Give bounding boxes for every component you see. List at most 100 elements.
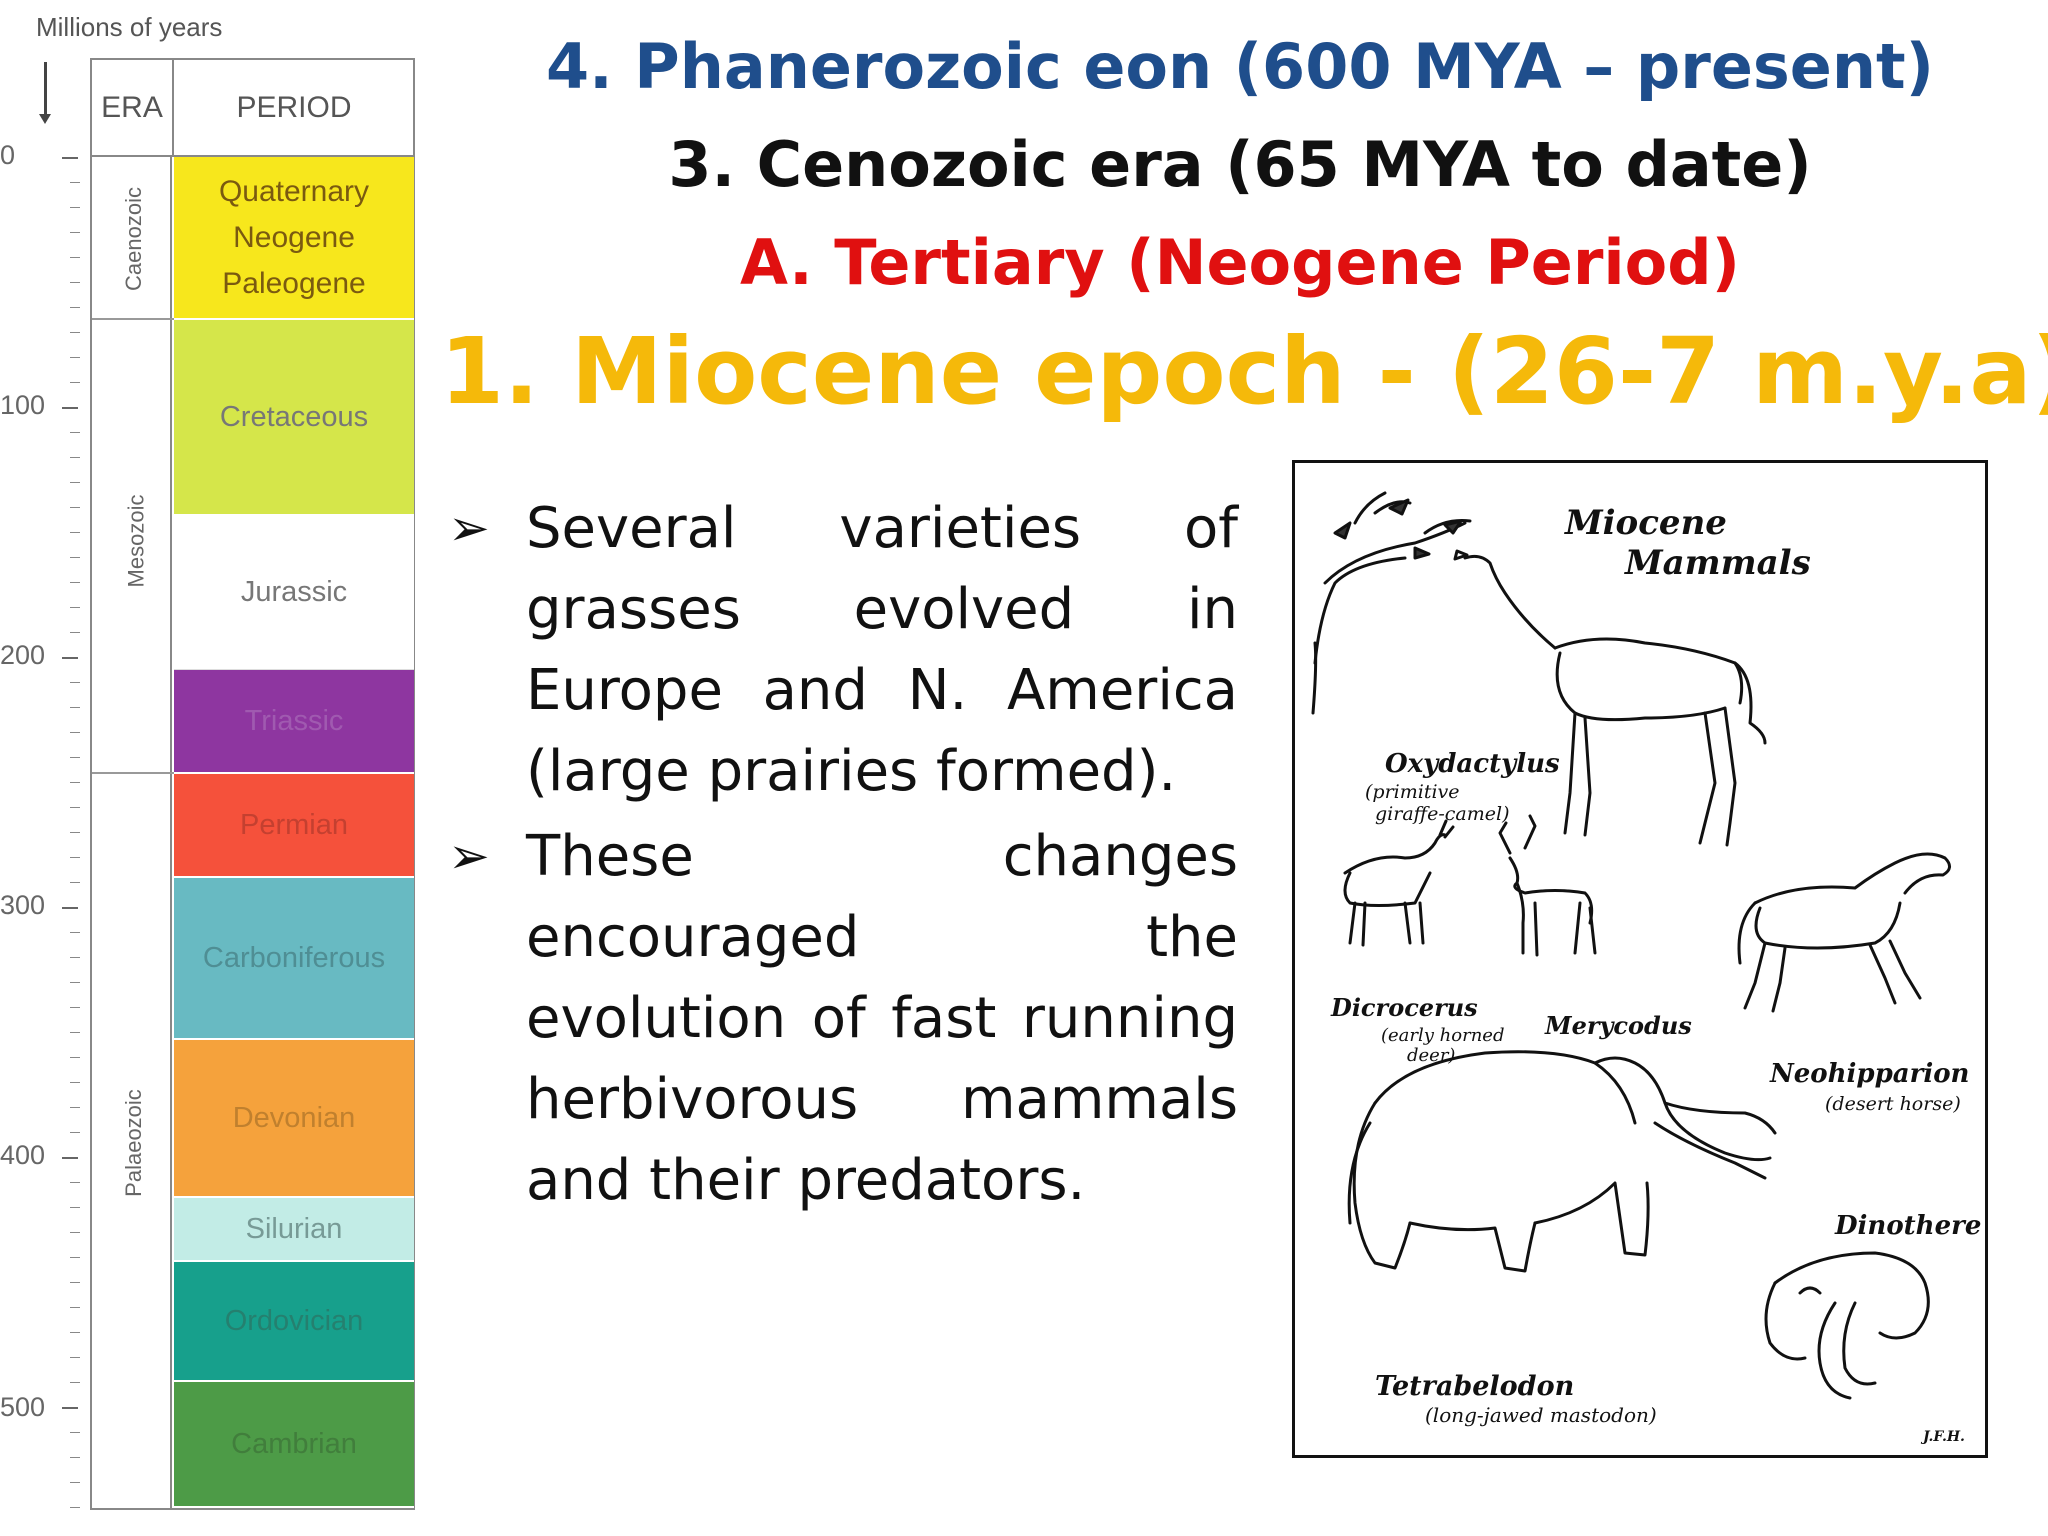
minor-tick [70,182,80,183]
period-label-quaternary: Quaternary [218,174,370,208]
merycodus-sketch [1498,814,1597,957]
minor-tick [70,1432,80,1433]
minor-tick [70,732,80,733]
era-label-caenozoic: Caenozoic [120,187,146,291]
period-block-cretaceous: Cretaceous [174,320,414,516]
period-block-jurassic: Jurassic [174,516,414,670]
tick-label-100: 100 [0,390,46,420]
neohipparion-sketch [1737,852,1951,1013]
minor-tick [70,932,80,933]
period-label: Cretaceous [219,400,369,433]
minor-tick [70,1307,80,1308]
minor-tick [70,1357,80,1358]
minor-tick [70,1382,80,1383]
minor-tick [70,1032,80,1033]
major-tick [62,1157,78,1159]
tetrabelodon-sketch [1347,1050,1777,1273]
minor-tick [70,1207,80,1208]
minor-tick [70,857,80,858]
tick-label-200: 200 [0,640,46,670]
minor-tick [70,982,80,983]
label-note: (desert horse) [1825,1093,1961,1115]
era-divider [92,772,174,774]
period-label: Carboniferous [202,941,386,974]
bullet-text: Several varieties of grasses evolved in … [526,496,1238,804]
minor-tick [70,682,80,683]
era-label-palaeozoic: Palaeozoic [120,1089,146,1197]
minor-tick [70,1332,80,1333]
minor-tick [70,782,80,783]
era-header: ERA [92,60,174,156]
tick-label-300: 300 [0,890,46,920]
minor-tick [70,232,80,233]
minor-tick [70,607,80,608]
minor-tick [70,1482,80,1483]
period-block-devonian: Devonian [174,1040,414,1198]
label-note: deer) [1407,1045,1456,1066]
period-header: PERIOD [236,91,352,124]
down-arrow-icon [39,62,51,124]
period-label: Devonian [232,1101,356,1134]
arrow-bullet-icon: ➢ [448,827,490,885]
minor-tick [70,557,80,558]
axis-title: Millions of years [36,12,223,42]
minor-tick [70,807,80,808]
miocene-mammals-illustration: Miocene Mammals Oxydactylus (primitive g… [1292,460,1988,1458]
minor-tick [70,582,80,583]
minor-tick [70,507,80,508]
minor-tick [70,282,80,283]
period-label: Permian [240,808,348,841]
time-ruler [70,58,92,1510]
minor-tick [70,1107,80,1108]
minor-tick [70,1257,80,1258]
minor-tick [70,432,80,433]
label-dicrocerus: Dicrocerus [1331,993,1478,1022]
animal-sketches [1311,491,1951,1400]
period-label: Silurian [245,1212,343,1245]
tick-label-400: 400 [0,1140,46,1170]
minor-tick [70,1507,80,1508]
minor-tick [70,957,80,958]
minor-tick [70,707,80,708]
bullet-item: ➢ Several varieties of grasses evolved i… [448,488,1238,812]
minor-tick [70,332,80,333]
minor-tick [70,1057,80,1058]
period-label-neogene: Neogene [233,220,355,254]
label-dinothere: Dinothere [1835,1211,1982,1241]
period-label: Ordovician [224,1304,364,1337]
minor-tick [70,757,80,758]
era-divider [92,318,174,320]
minor-tick [70,1007,80,1008]
bullet-text: These changes encouraged the evolution o… [526,824,1238,1213]
major-tick [62,157,78,159]
period-block-permian: Permian [174,774,414,878]
illustration-heading: Mammals [1625,543,1811,583]
timescale-frame [90,58,415,1510]
major-tick [62,657,78,659]
minor-tick [70,832,80,833]
arrow-bullet-icon: ➢ [448,499,490,557]
minor-tick [70,1182,80,1183]
eon-title: 4. Phanerozoic eon (600 MYA – present) [546,30,1934,103]
period-title: A. Tertiary (Neogene Period) [740,226,1740,299]
tick-label-500: 500 [0,1392,46,1422]
label-neohipparion: Neohipparion [1770,1059,1970,1089]
period-label: Jurassic [240,576,348,608]
minor-tick [70,1082,80,1083]
minor-tick [70,457,80,458]
illustration-heading: Miocene [1565,503,1727,543]
minor-tick [70,532,80,533]
minor-tick [70,257,80,258]
era-label-mesozoic: Mesozoic [123,494,149,588]
major-tick [62,1407,78,1409]
geologic-timescale: Millions of years 0 100 200 300 400 500 … [0,0,430,1536]
minor-tick [70,382,80,383]
bullet-list: ➢ Several varieties of grasses evolved i… [448,488,1238,1225]
period-block-ordovician: Ordovician [174,1262,414,1382]
era-title: 3. Cenozoic era (65 MYA to date) [668,128,1812,201]
minor-tick [70,307,80,308]
period-block-triassic: Triassic [174,670,414,774]
label-merycodus: Merycodus [1545,1011,1692,1040]
tick-label-0: 0 [0,140,16,170]
label-note: (early horned [1381,1025,1505,1046]
